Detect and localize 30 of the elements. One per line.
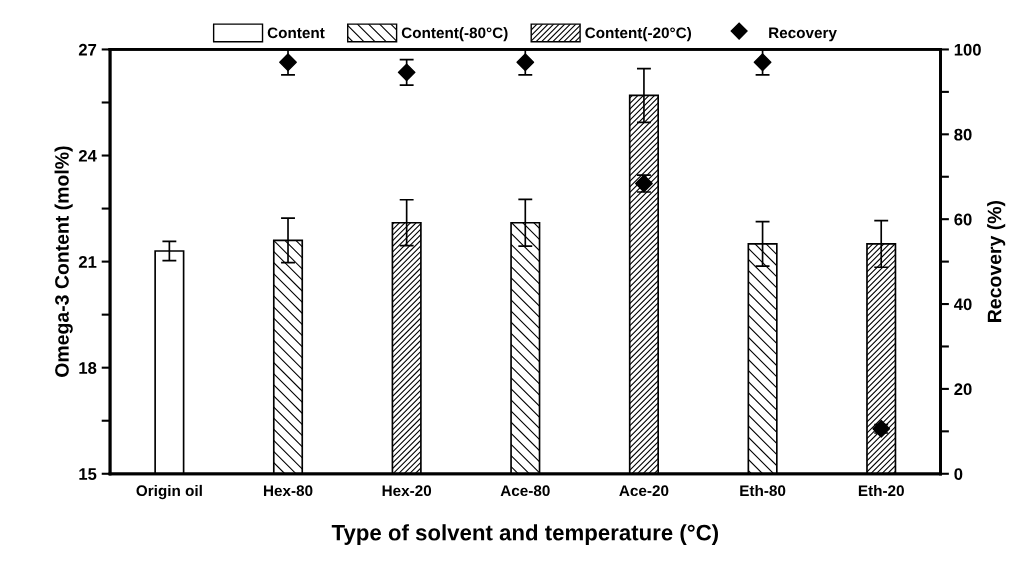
y2-tick-label: 80: [954, 128, 972, 141]
y-tick-label: 24: [78, 149, 97, 162]
y2-tick-label: 60: [954, 213, 972, 226]
y2-axis-title: Recovery (%): [987, 200, 1006, 322]
y2-tick-label: 40: [953, 298, 972, 311]
legend-label: Content(-20°C): [585, 27, 692, 42]
x-tick-label: Hex-80: [263, 485, 313, 497]
legend-label: Recovery: [769, 27, 837, 42]
point: [279, 53, 297, 72]
point: [516, 53, 535, 72]
legend-label: Content: [267, 27, 325, 39]
legend-label: Content(-80°C): [401, 27, 508, 42]
x-axis-title: Type of solvent and temperature (°C): [331, 524, 718, 545]
x-tick-label: Eth-20: [858, 484, 904, 497]
point: [753, 53, 772, 72]
point: [397, 63, 416, 82]
y2-tick-label: 100: [954, 43, 981, 56]
x-tick-label: Hex-20: [382, 485, 432, 497]
y-axis-title: Omega-3 Content (mol%): [54, 146, 73, 377]
y-tick-label: 18: [79, 362, 97, 374]
y2-tick-label: 20: [954, 383, 972, 396]
x-tick-label: Ace-20: [619, 485, 669, 497]
y-tick-label: 15: [79, 468, 97, 480]
point: [872, 419, 891, 438]
x-tick-label: Origin oil: [136, 484, 202, 500]
y-tick-label: 27: [78, 43, 97, 56]
x-tick-label: Ace-80: [500, 485, 550, 497]
y2-tick-label: 0: [954, 468, 963, 480]
x-tick-label: Eth-80: [740, 484, 786, 497]
y-tick-label: 21: [78, 256, 97, 268]
